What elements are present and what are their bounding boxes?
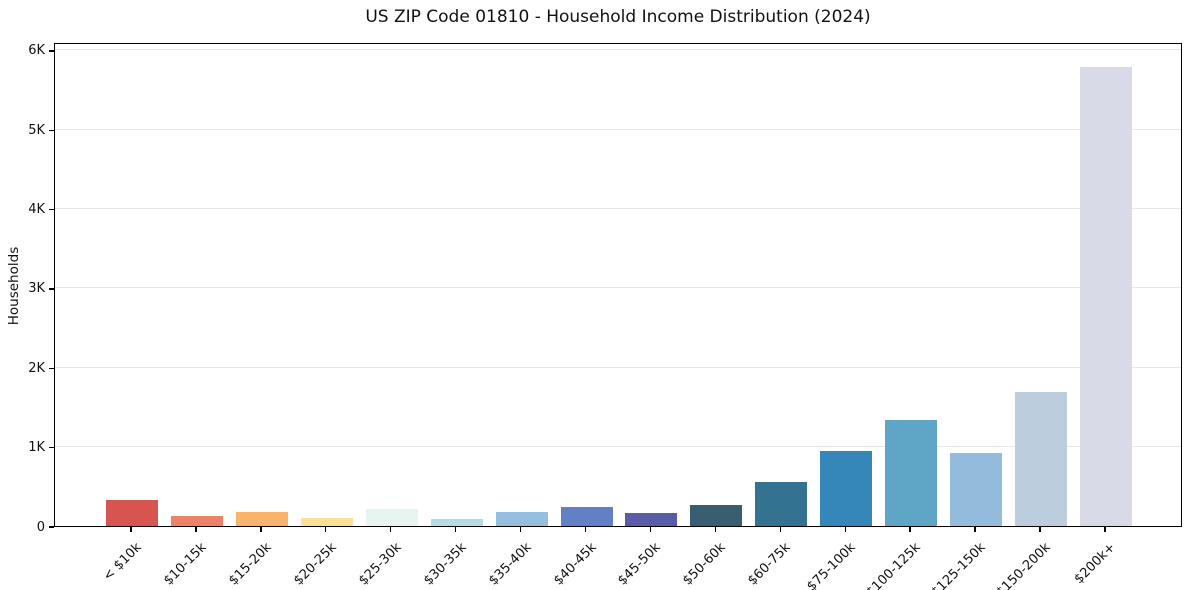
x-tick-label-text: $15-20k	[225, 540, 275, 589]
x-tick-mark-$35-40k	[519, 527, 522, 532]
y-tick-label-3000: 3K	[28, 281, 45, 297]
gridline-5000	[55, 128, 1181, 130]
y-tick-label-1000: 1K	[28, 440, 45, 456]
bar-$45-50k	[625, 513, 678, 526]
bar-$150-200k	[1015, 391, 1068, 526]
y-tick-mark-2000	[49, 367, 54, 369]
bar-$30-35k	[430, 518, 483, 526]
x-tick-mark-$200k+	[1104, 527, 1106, 532]
x-tick-label-text: $50-60k	[680, 540, 729, 589]
x-tick-mark-$10-15k	[195, 527, 197, 532]
gridline-3000	[55, 287, 1181, 289]
x-tick-label-text: $150-200k	[993, 540, 1054, 590]
x-tick-label-text: < $10k	[100, 540, 145, 585]
y-tick-mark-6000	[49, 50, 54, 52]
x-tick-label-text: $45-50k	[615, 540, 665, 589]
plot-area	[54, 43, 1182, 527]
gridline-1000	[55, 446, 1181, 448]
x-tick-label-text: $20-25k	[290, 540, 340, 589]
x-tick-mark-< $10k	[130, 527, 132, 532]
x-tick-label-text: $125-150k	[928, 540, 989, 590]
bar-$75-100k	[820, 450, 873, 526]
x-tick-mark-$150-200k	[1039, 527, 1041, 532]
x-tick-label-text: $40-45k	[550, 540, 600, 589]
bar-$20-25k	[300, 518, 353, 526]
x-tick-label-text: $30-35k	[420, 540, 470, 589]
y-tick-label-5000: 5K	[28, 122, 45, 138]
x-tick-mark-$100-125k	[909, 527, 911, 532]
bar-$200k+	[1079, 67, 1132, 526]
y-tick-mark-1000	[49, 446, 54, 449]
bar-$40-45k	[560, 507, 613, 526]
x-tick-mark-$25-30k	[390, 527, 392, 532]
y-tick-label-4000: 4K	[28, 202, 45, 218]
bar-< $10k	[106, 499, 158, 526]
x-tick-label-text: $200k+	[1071, 540, 1119, 588]
x-tick-label-text: $75-100k	[804, 540, 859, 590]
x-tick-label-text: $60-75k	[745, 540, 794, 589]
y-tick-label-6000: 6K	[28, 43, 45, 59]
x-tick-mark-$20-25k	[325, 527, 327, 532]
x-tick-label-text: $10-15k	[161, 540, 210, 589]
bar-$100-125k	[885, 420, 938, 526]
gridline-6000	[55, 49, 1181, 51]
x-tick-mark-$75-100k	[844, 527, 846, 532]
x-tick-mark-$50-60k	[714, 527, 717, 532]
y-tick-label-0: 0	[36, 519, 45, 535]
x-tick-mark-$15-20k	[260, 527, 262, 532]
y-tick-mark-0	[49, 526, 54, 528]
gridline-4000	[55, 208, 1181, 210]
x-tick-label-text: $35-40k	[485, 540, 535, 589]
bar-$10-15k	[170, 516, 223, 526]
bar-$125-150k	[950, 452, 1003, 526]
y-tick-label-2000: 2K	[28, 360, 45, 376]
x-tick-mark-$125-150k	[974, 527, 976, 532]
y-tick-mark-3000	[49, 288, 54, 290]
bar-$15-20k	[235, 512, 288, 526]
chart-title: US ZIP Code 01810 - Household Income Dis…	[365, 7, 871, 27]
x-tick-mark-$60-75k	[779, 527, 781, 532]
x-tick-mark-$40-45k	[584, 527, 587, 532]
bar-$35-40k	[495, 512, 548, 526]
y-tick-mark-4000	[49, 208, 54, 211]
bar-$50-60k	[690, 504, 743, 526]
x-tick-mark-$30-35k	[454, 527, 457, 532]
x-tick-mark-$45-50k	[649, 527, 652, 532]
x-tick-label-text: $100-125k	[863, 540, 924, 590]
y-tick-mark-5000	[49, 129, 54, 131]
gridline-2000	[55, 366, 1181, 368]
x-tick-label-text: $25-30k	[355, 540, 405, 589]
bar-$60-75k	[755, 482, 808, 526]
bar-$25-30k	[365, 508, 418, 526]
